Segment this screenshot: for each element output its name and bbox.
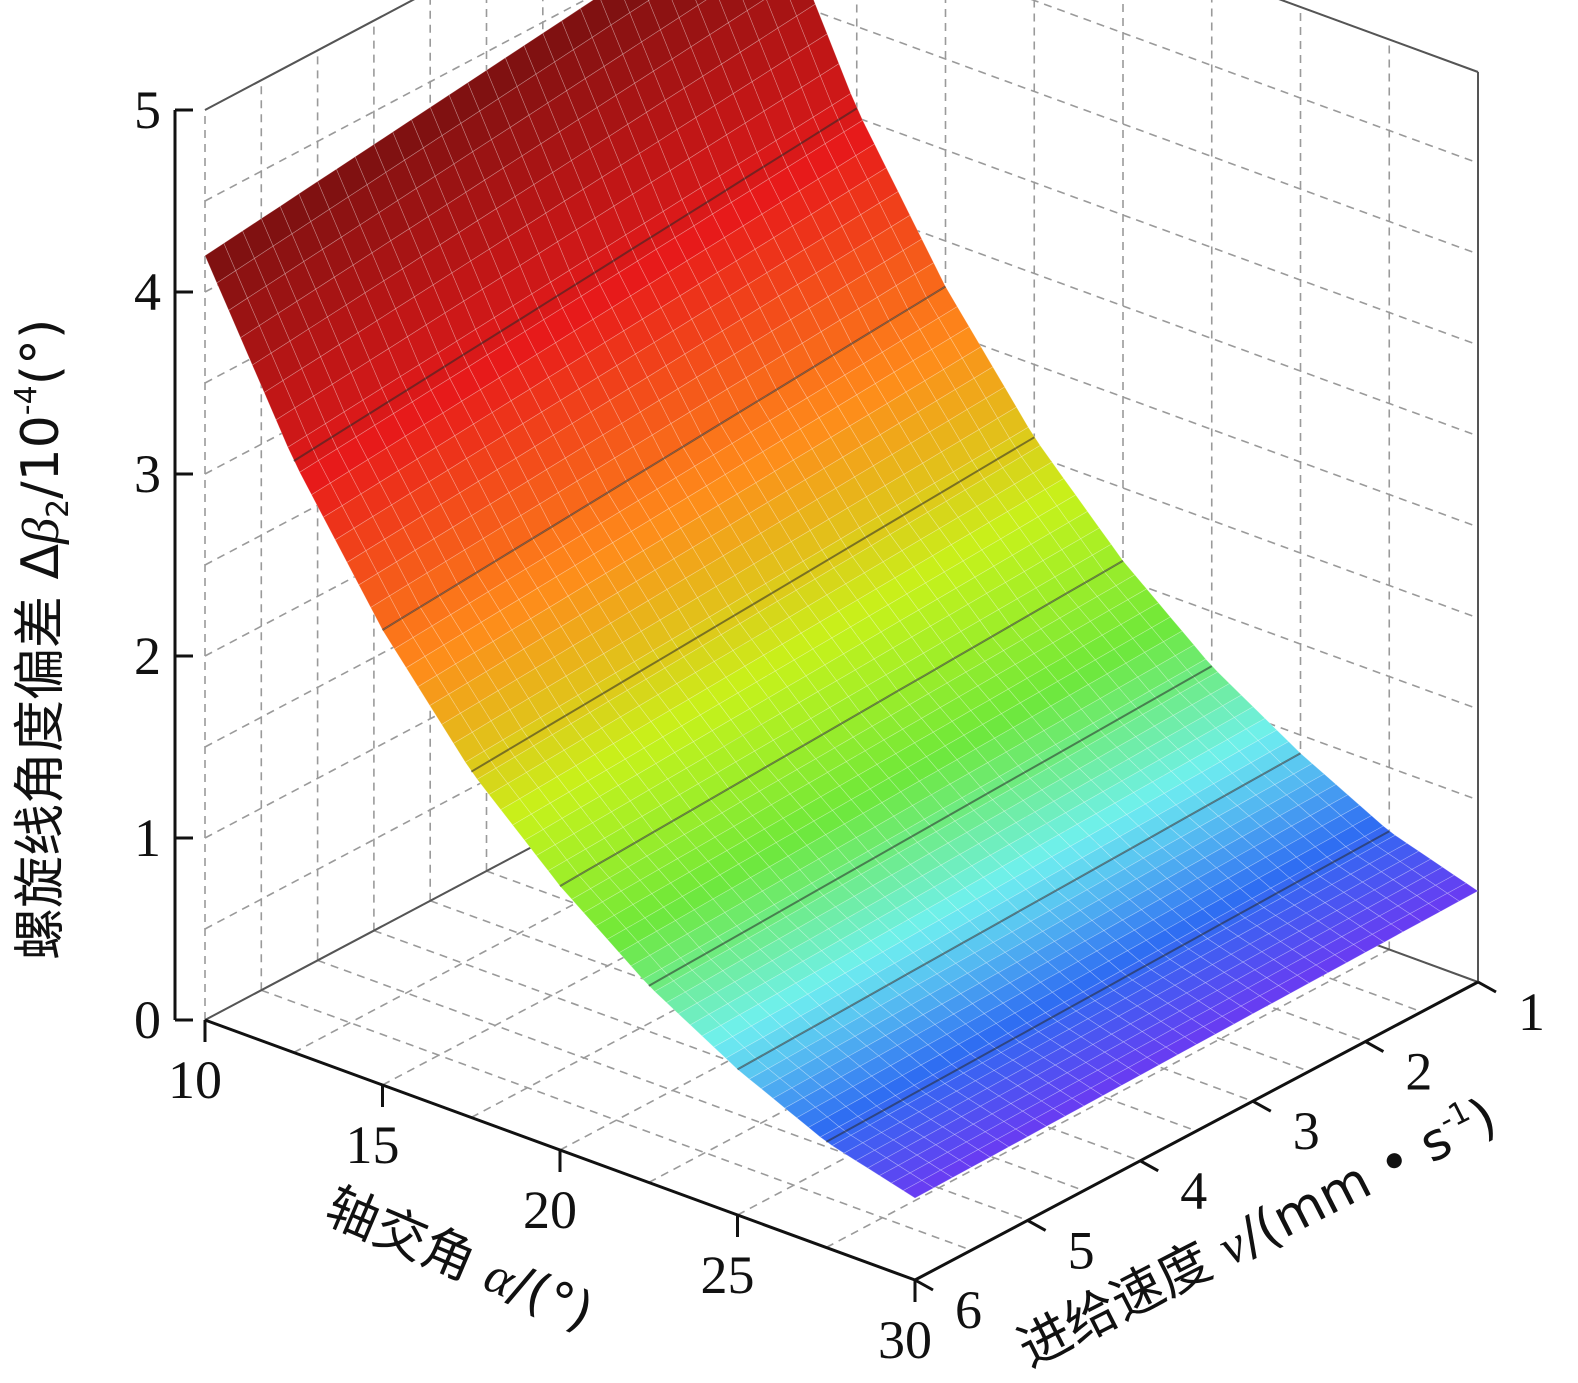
z-tick-label: 5 <box>134 80 161 140</box>
y-tick-label: 4 <box>1180 1161 1207 1221</box>
x-tick-label: 30 <box>878 1310 932 1370</box>
surface-contour <box>293 107 858 462</box>
y-tick <box>1364 1040 1385 1053</box>
z-tick-label: 4 <box>134 262 161 322</box>
x-tick-label: 15 <box>346 1115 400 1175</box>
y-tick-label: 3 <box>1293 1101 1320 1161</box>
x-tick-label: 25 <box>701 1245 755 1305</box>
z-tick-label: 0 <box>134 990 161 1050</box>
surface-contour <box>825 830 1390 1143</box>
y-tick <box>914 1278 934 1292</box>
surface-contour <box>737 752 1301 1071</box>
axes <box>173 108 1497 1302</box>
surface-contour <box>648 665 1213 987</box>
panel-frame <box>204 0 415 111</box>
z-tick-label: 3 <box>134 444 161 504</box>
surface-contour <box>559 559 1124 887</box>
z-tick-label: 1 <box>134 808 161 868</box>
y-tick-label: 5 <box>1068 1220 1095 1280</box>
panel-frame <box>1278 0 1479 73</box>
surface-contour <box>381 285 947 631</box>
tick-labels: 0 1 2 3 4 5 10 15 20 25 30 1 2 3 4 5 6 <box>134 80 1545 1370</box>
y-tick <box>1139 1159 1159 1173</box>
y-tick <box>1252 1099 1272 1113</box>
y-axis-line <box>914 980 1479 1282</box>
surface-mesh <box>204 0 1479 1199</box>
z-axis-label: 螺旋线角度偏差 Δβ2/10-4(°) <box>9 319 76 960</box>
x-tick-label: 10 <box>168 1050 222 1110</box>
x-tick-label: 20 <box>523 1180 577 1240</box>
y-tick <box>1477 980 1497 994</box>
surface-cell <box>902 1179 935 1199</box>
y-tick-label: 2 <box>1405 1042 1432 1102</box>
surface-contour <box>470 436 1035 773</box>
grid-line <box>261 989 972 1251</box>
y-tick-label: 6 <box>955 1280 982 1340</box>
y-tick <box>1026 1219 1047 1232</box>
z-tick-label: 2 <box>134 626 161 686</box>
y-tick-label: 1 <box>1518 982 1545 1042</box>
